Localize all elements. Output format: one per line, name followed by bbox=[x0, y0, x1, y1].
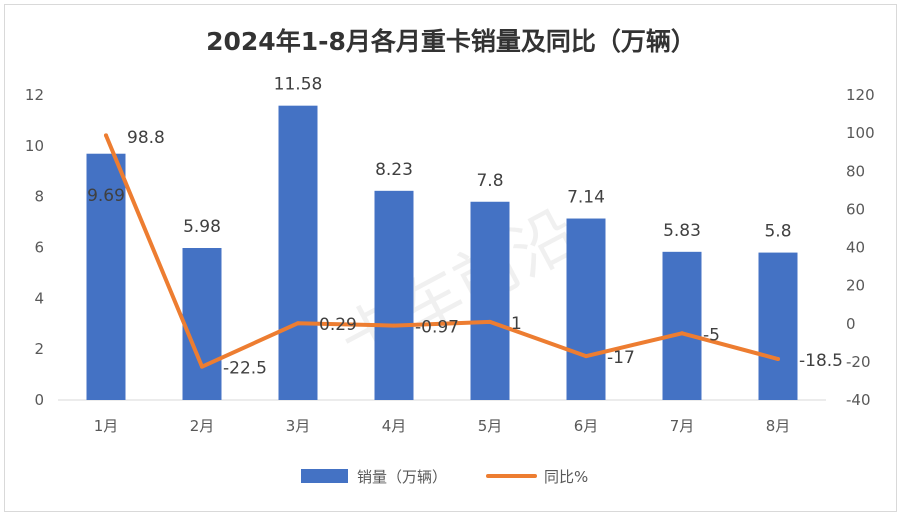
bar-value-label: 5.8 bbox=[764, 222, 791, 242]
bar-value-label: 11.58 bbox=[274, 75, 323, 95]
bar-series bbox=[86, 105, 798, 401]
line-value-label: 98.8 bbox=[127, 128, 165, 148]
x-tick-label: 7月 bbox=[670, 417, 695, 435]
line-value-label: -22.5 bbox=[223, 359, 267, 379]
watermark: 卡车前沿 bbox=[329, 196, 590, 382]
y-left-tick-label: 2 bbox=[34, 340, 44, 358]
line-value-label: 1 bbox=[511, 314, 522, 334]
line-point bbox=[488, 319, 492, 324]
line-point bbox=[296, 321, 300, 326]
line-value-label: -0.97 bbox=[415, 318, 459, 338]
y-right-tick-label: 80 bbox=[846, 162, 865, 180]
y-right-tick-label: 20 bbox=[846, 277, 865, 295]
y-right-tick-label: 0 bbox=[846, 315, 856, 333]
line-value-label: 0.29 bbox=[319, 315, 357, 335]
x-tick-label: 8月 bbox=[766, 417, 791, 435]
legend-label-bar: 销量（万辆） bbox=[357, 468, 447, 486]
y-left-tick-label: 8 bbox=[34, 188, 44, 206]
yoy-line bbox=[104, 133, 780, 369]
y-right-tick-label: -20 bbox=[846, 353, 871, 371]
bar bbox=[758, 252, 798, 400]
y-left-tick-label: 12 bbox=[25, 86, 44, 104]
line-point bbox=[776, 357, 780, 362]
line-series bbox=[104, 133, 780, 369]
x-tick-label: 3月 bbox=[286, 417, 311, 435]
y-right-tick-label: 40 bbox=[846, 239, 865, 257]
legend-swatch-bar bbox=[301, 469, 348, 483]
legend: 销量（万辆） 同比% bbox=[301, 468, 588, 486]
x-tick-label: 6月 bbox=[574, 417, 599, 435]
line-point bbox=[200, 364, 204, 369]
bar bbox=[566, 218, 606, 400]
y-right-tick-label: 120 bbox=[846, 86, 875, 104]
chart-title: 2024年1-8月各月重卡销量及同比（万辆） bbox=[206, 27, 696, 56]
bar-value-label: 9.69 bbox=[87, 186, 125, 206]
bar bbox=[182, 248, 222, 400]
y-left-tick-label: 6 bbox=[34, 239, 44, 257]
bar bbox=[374, 190, 414, 400]
chart-frame bbox=[4, 4, 897, 512]
y-left-tick-label: 0 bbox=[34, 391, 44, 409]
y-right-tick-label: -40 bbox=[846, 391, 871, 409]
bar bbox=[662, 251, 702, 400]
data-labels: 9.69 5.98 11.58 8.23 7.8 7.14 5.83 5.8 98.8 -22.5… bbox=[87, 75, 843, 379]
line-value-label: -18.5 bbox=[799, 351, 843, 371]
y-left-tick-label: 4 bbox=[34, 289, 44, 307]
line-value-label: -17 bbox=[607, 348, 635, 368]
legend-label-line: 同比% bbox=[544, 468, 588, 486]
line-point bbox=[584, 354, 588, 359]
bar-value-label: 5.98 bbox=[183, 217, 221, 237]
bar bbox=[86, 153, 126, 400]
x-tick-label: 1月 bbox=[94, 417, 119, 435]
line-value-label: -5 bbox=[703, 325, 720, 345]
bar-value-label: 7.8 bbox=[476, 171, 503, 191]
bar-value-label: 7.14 bbox=[567, 188, 605, 208]
bar bbox=[278, 105, 318, 401]
bar bbox=[470, 201, 510, 400]
y-left-tick-label: 10 bbox=[25, 137, 44, 155]
bar-value-label: 8.23 bbox=[375, 160, 413, 180]
line-point bbox=[680, 331, 684, 336]
x-tick-label: 4月 bbox=[382, 417, 407, 435]
x-tick-label: 5月 bbox=[478, 417, 503, 435]
bar-value-label: 5.83 bbox=[663, 221, 701, 241]
x-tick-label: 2月 bbox=[190, 417, 215, 435]
line-point bbox=[392, 323, 396, 328]
y-right-tick-label: 100 bbox=[846, 124, 875, 142]
line-point bbox=[104, 133, 108, 138]
y-right-tick-label: 60 bbox=[846, 200, 865, 218]
